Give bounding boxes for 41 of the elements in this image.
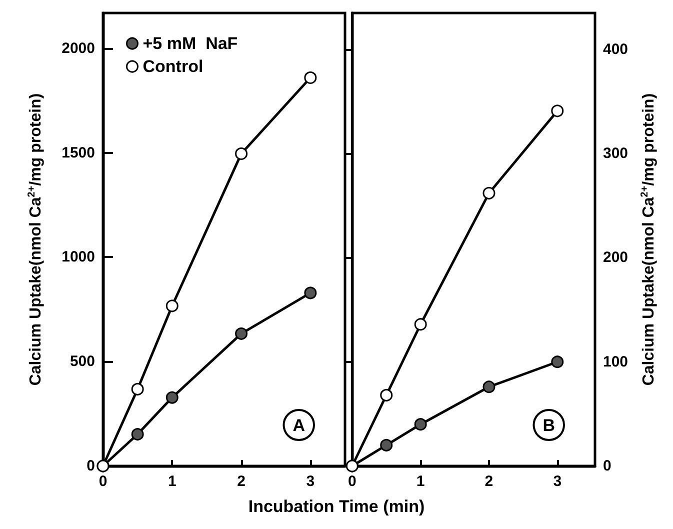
annotation: A xyxy=(292,416,306,435)
point xyxy=(482,380,496,394)
y-tick-label: 500 xyxy=(70,353,95,370)
y-tick-label: 400 xyxy=(603,40,628,58)
point xyxy=(380,388,393,402)
x-tick-label: 0 xyxy=(348,473,356,490)
point xyxy=(551,356,564,368)
x-tick-label: 1 xyxy=(416,473,425,490)
point xyxy=(414,318,427,331)
y-axis-title: Calcium Uptake(nmol Ca2+/mg protein) xyxy=(26,93,44,386)
legend-label: +5 mM NaF xyxy=(142,34,238,53)
point xyxy=(131,428,144,441)
y-tick-label: 0 xyxy=(86,458,95,474)
point xyxy=(482,186,496,200)
point xyxy=(551,104,564,118)
x-axis-title: Incubation Time (min) xyxy=(247,497,426,517)
y-tick-label: 300 xyxy=(603,145,628,162)
y-tick-label: 0 xyxy=(603,458,612,474)
y-tick-label: 1000 xyxy=(62,248,95,266)
x-tick-label: 2 xyxy=(484,473,494,490)
point xyxy=(131,382,144,396)
y-tick-label: 2000 xyxy=(62,40,95,57)
x-tick-label: 3 xyxy=(306,473,315,490)
point xyxy=(304,71,317,84)
legend-label: Control xyxy=(142,57,204,76)
y-tick-label: 200 xyxy=(603,249,628,266)
point xyxy=(304,286,317,300)
point xyxy=(235,327,248,340)
point xyxy=(235,147,248,160)
point xyxy=(166,391,178,404)
x-tick-label: 1 xyxy=(168,473,176,490)
y-axis-title: Calcium Uptake(nmol Ca2+/mg protein) xyxy=(640,93,658,386)
point xyxy=(380,438,393,452)
y-tick-label: 1500 xyxy=(62,144,95,162)
point xyxy=(414,418,427,431)
y-tick-label: 100 xyxy=(603,353,628,370)
x-tick-label: 2 xyxy=(237,473,246,490)
point xyxy=(166,300,178,312)
x-tick-label: 3 xyxy=(553,473,562,490)
annotation: B xyxy=(542,416,556,435)
x-tick-label: 0 xyxy=(98,473,108,490)
